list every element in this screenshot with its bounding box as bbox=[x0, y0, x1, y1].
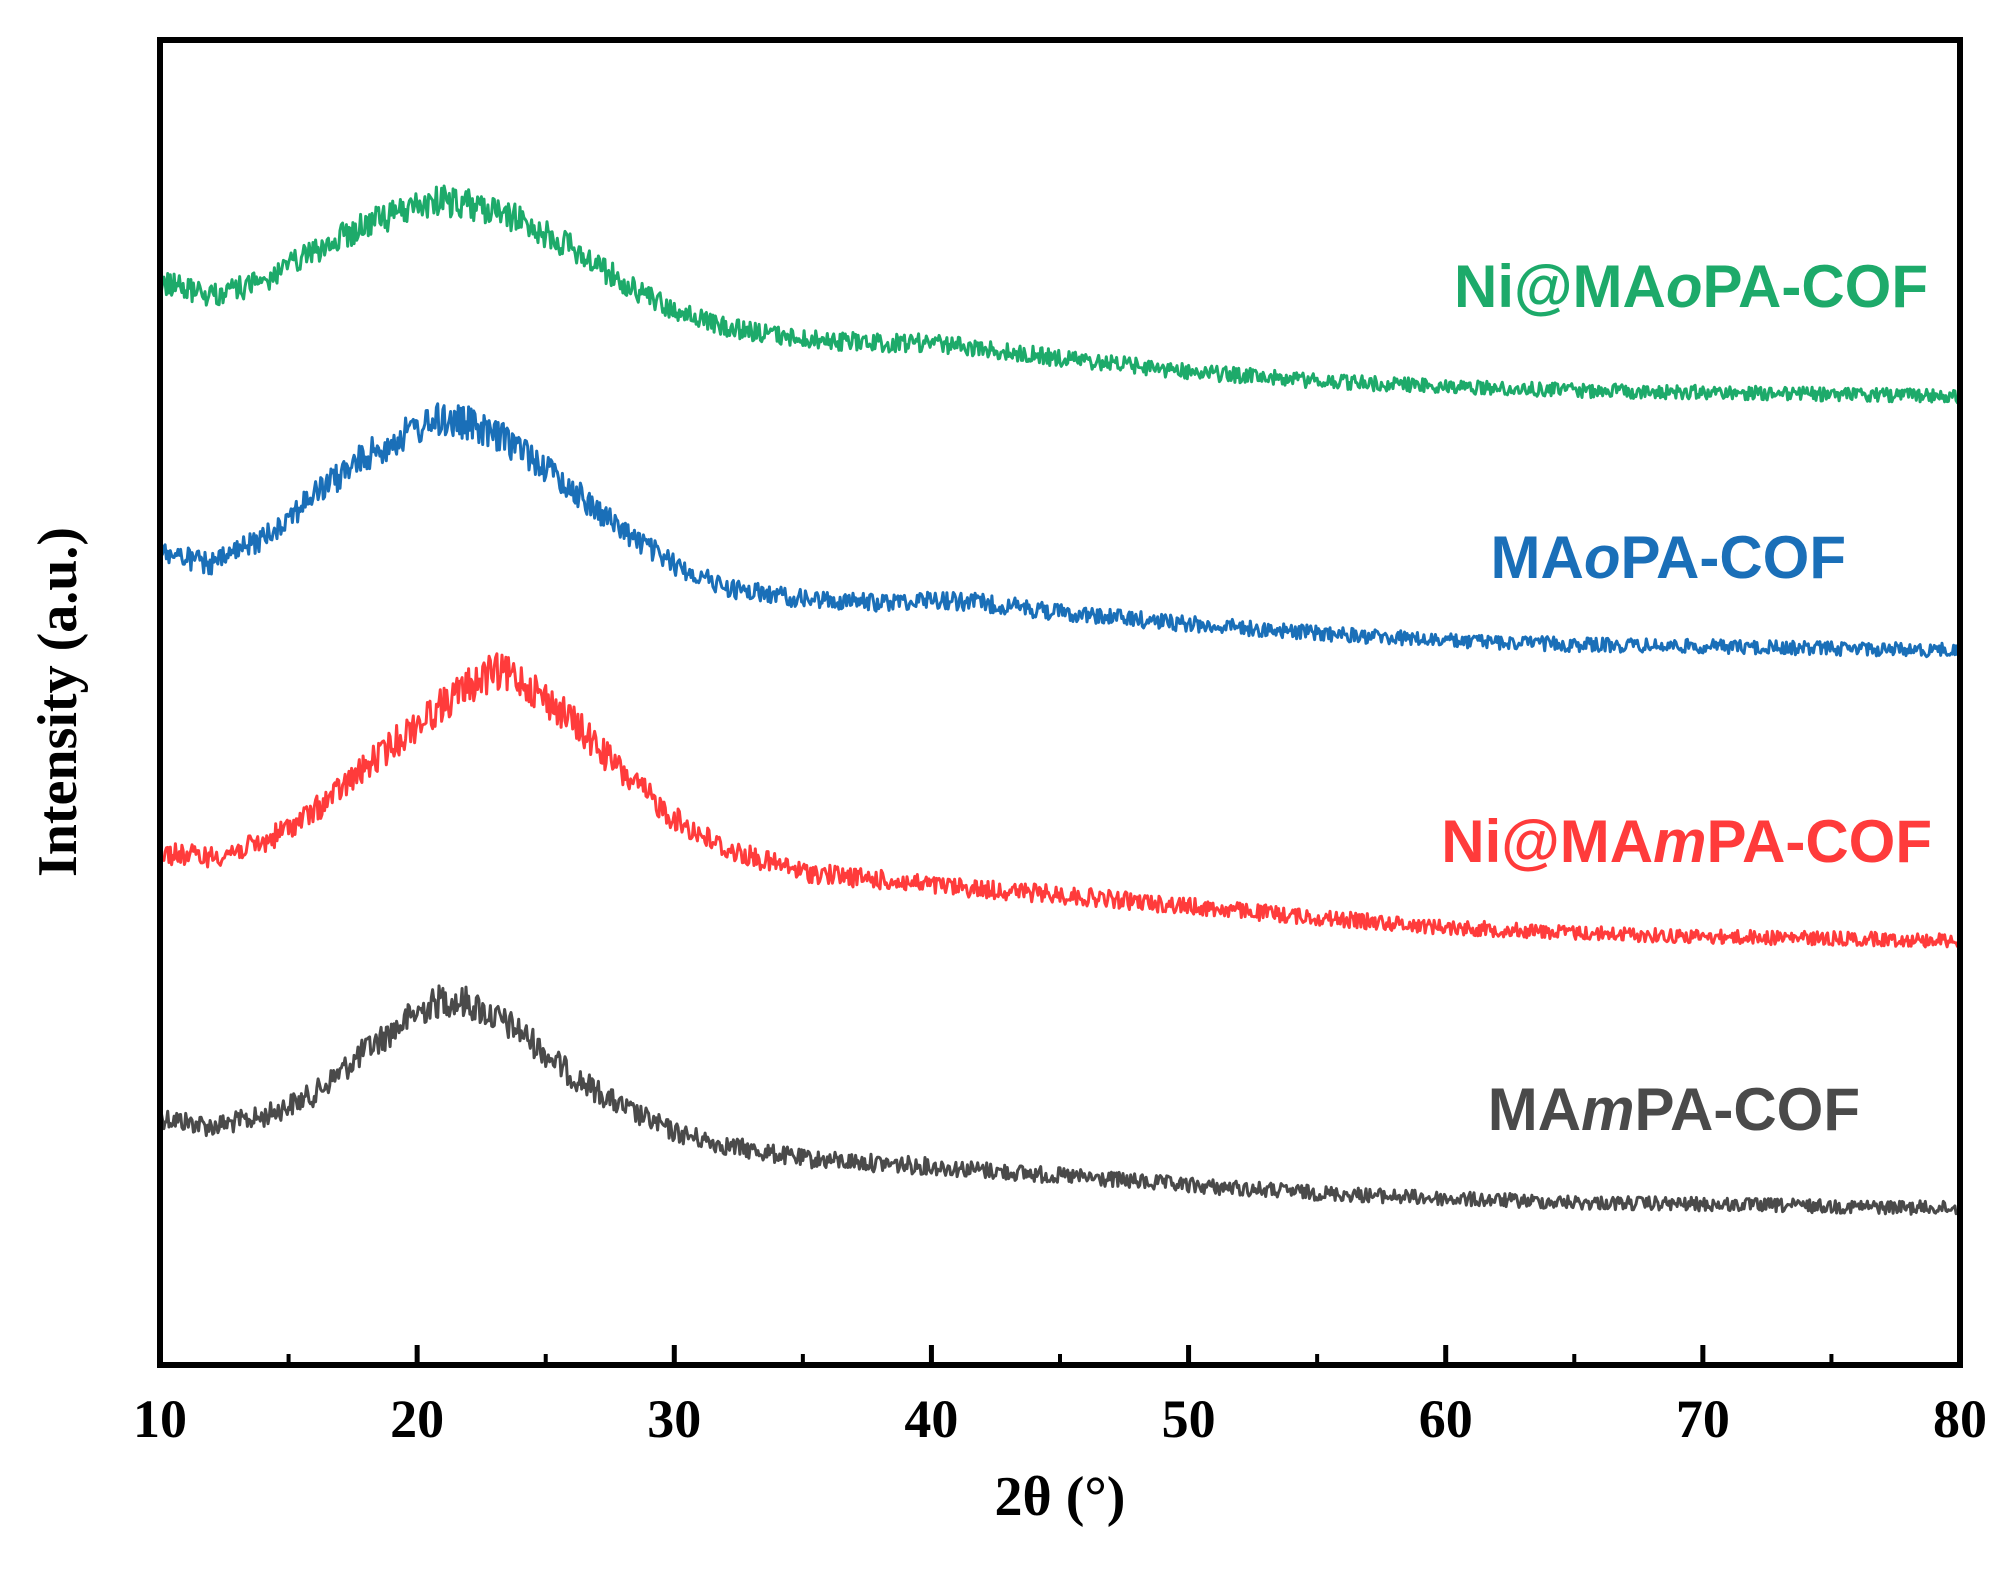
x-tick-label: 70 bbox=[1676, 1389, 1730, 1449]
series-line-mampa-cof bbox=[158, 984, 1961, 1216]
series-label: Ni@MAoPA-COF bbox=[1454, 253, 1928, 320]
x-axis: 10 20 30 40 50 60 70 80 bbox=[133, 1345, 1987, 1449]
series-label-layer: MAmPA-COF Ni@MAmPA-COF MAoPA-COF Ni@MAoPA-C… bbox=[1441, 253, 1932, 1143]
x-tick-label: 80 bbox=[1933, 1389, 1987, 1449]
x-tick-label: 60 bbox=[1419, 1389, 1473, 1449]
x-tick-label: 20 bbox=[390, 1389, 444, 1449]
series-line-ni-mampa-cof bbox=[158, 652, 1962, 949]
series-label: MAoPA-COF bbox=[1491, 524, 1847, 591]
x-tick-label: 50 bbox=[1162, 1389, 1216, 1449]
series-layer bbox=[158, 184, 1962, 1216]
series-label: MAmPA-COF bbox=[1488, 1076, 1860, 1143]
y-axis-title: Intensity (a.u.) bbox=[27, 527, 89, 877]
x-tick-label: 30 bbox=[647, 1389, 701, 1449]
series-line-maopa-cof bbox=[158, 402, 1962, 659]
series-line-ni-maopa-cof bbox=[158, 184, 1962, 405]
x-tick-label: 10 bbox=[133, 1389, 187, 1449]
x-tick-label: 40 bbox=[904, 1389, 958, 1449]
x-axis-title: 2θ (°) bbox=[995, 1466, 1126, 1528]
series-label: Ni@MAmPA-COF bbox=[1441, 808, 1932, 875]
